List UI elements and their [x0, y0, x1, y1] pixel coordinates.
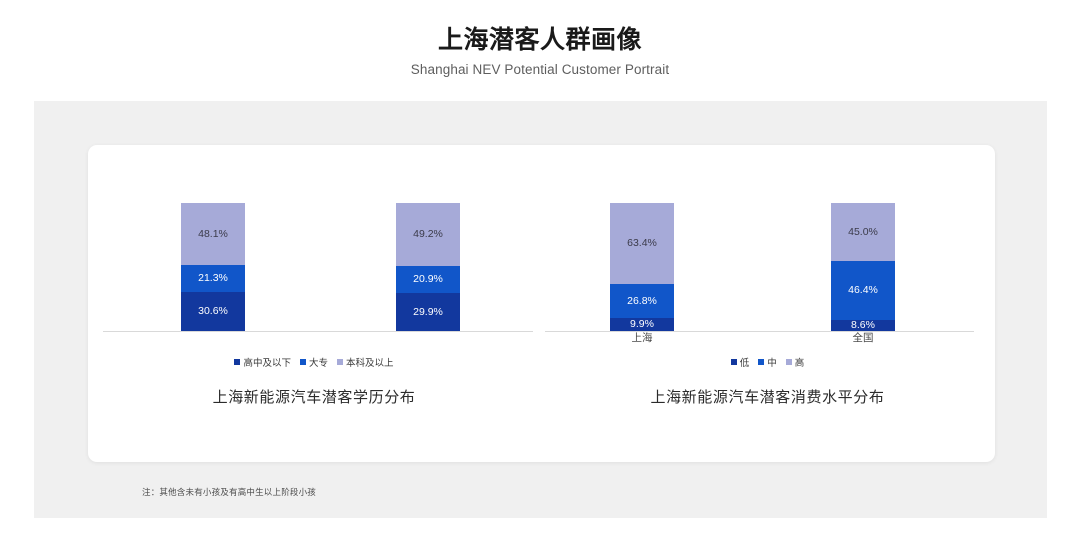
legend-label: 低	[739, 358, 750, 369]
plot-area-consumption: 63.4% 26.8% 9.9% 上海 45.0% 46.4% 8.6% 全国	[540, 145, 995, 344]
page-title: 上海潜客人群画像	[437, 26, 642, 54]
legend-item[interactable]: 大专	[299, 355, 328, 369]
legend-education: 高中及以下 大专 本科及以上	[88, 355, 540, 369]
legend-swatch-icon	[785, 359, 792, 365]
legend-swatch-icon	[337, 359, 343, 365]
legend-swatch-icon	[758, 359, 765, 365]
chart-caption-consumption: 上海新能源汽车潜客消费水平分布	[650, 389, 885, 406]
page-subtitle: Shanghai NEV Potential Customer Portrait	[410, 61, 670, 77]
legend-swatch-icon	[234, 359, 241, 365]
legend-item[interactable]: 高	[785, 355, 805, 369]
bar-education-shanghai[interactable]: 48.1% 21.3% 30.6%	[181, 203, 245, 331]
bar-tick-label: 上海	[631, 332, 653, 344]
legend-item[interactable]: 中	[758, 355, 777, 369]
bar-segment: 8.6%	[831, 320, 895, 331]
legend-swatch-icon	[730, 359, 737, 365]
content-panel: 48.1% 21.3% 30.6% 49.2% 20.9% 29.9% 高中及以…	[34, 101, 1047, 518]
plot-area-education: 48.1% 21.3% 30.6% 49.2% 20.9% 29.9%	[88, 145, 540, 340]
legend-item[interactable]: 高中及以下	[234, 355, 291, 369]
bar-segment: 30.6%	[181, 291, 245, 331]
bar-segment: 29.9%	[396, 292, 460, 331]
page-header: 上海潜客人群画像 Shanghai NEV Potential Customer…	[0, 0, 1080, 101]
legend-consumption: 低 中 高	[540, 355, 995, 369]
bar-segment: 49.2%	[396, 203, 460, 266]
legend-item[interactable]: 低	[730, 355, 750, 369]
chart-caption-education: 上海新能源汽车潜客学历分布	[212, 389, 416, 406]
axis-line-education	[103, 331, 533, 332]
bar-segment: 63.4%	[610, 203, 674, 285]
chart-education-distribution: 48.1% 21.3% 30.6% 49.2% 20.9% 29.9% 高中及以…	[88, 145, 540, 462]
bar-segment: 9.9%	[610, 318, 674, 331]
bar-segment: 26.8%	[610, 284, 674, 319]
bar-segment: 46.4%	[831, 260, 895, 320]
axis-line-consumption	[545, 331, 974, 332]
legend-label: 大专	[308, 358, 328, 369]
footnote: 注：其他含未有小孩及有高中生以上阶段小孩	[142, 487, 317, 497]
legend-swatch-icon	[299, 359, 306, 365]
legend-label: 中	[767, 358, 777, 369]
bar-segment: 20.9%	[396, 265, 460, 293]
chart-consumption-distribution: 63.4% 26.8% 9.9% 上海 45.0% 46.4% 8.6% 全国 …	[540, 145, 995, 462]
bar-education-national[interactable]: 49.2% 20.9% 29.9%	[396, 203, 460, 331]
bar-segment: 45.0%	[831, 203, 895, 261]
bar-segment: 21.3%	[181, 264, 245, 292]
bar-tick-label: 全国	[852, 332, 874, 344]
legend-label: 高	[794, 358, 805, 369]
bar-consumption-shanghai[interactable]: 63.4% 26.8% 9.9% 上海	[610, 203, 674, 344]
legend-label: 本科及以上	[346, 358, 394, 369]
legend-item[interactable]: 本科及以上	[337, 355, 394, 369]
legend-label: 高中及以下	[243, 358, 291, 369]
charts-card: 48.1% 21.3% 30.6% 49.2% 20.9% 29.9% 高中及以…	[88, 145, 995, 497]
bar-consumption-national[interactable]: 45.0% 46.4% 8.6% 全国	[831, 203, 895, 344]
bar-segment: 48.1%	[181, 203, 245, 265]
